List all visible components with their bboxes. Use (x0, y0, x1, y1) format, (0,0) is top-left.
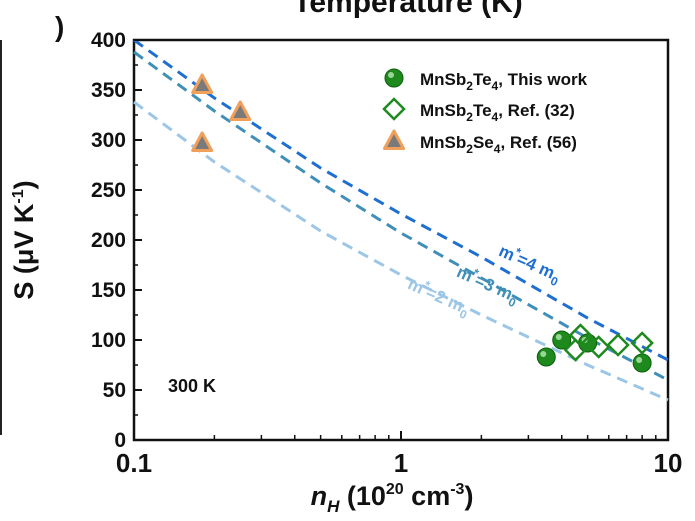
y-tick-label: 50 (103, 379, 126, 402)
curve-label-star: * (471, 266, 481, 281)
legend-label-part: Te (473, 101, 492, 120)
top-caption: Temperature (K) (293, 0, 522, 19)
y-tick-label: 350 (91, 79, 126, 102)
data-point (632, 353, 652, 373)
legend-label-sub: 4 (494, 142, 501, 156)
data-point (563, 338, 588, 362)
legend-label-part: , Ref. (32) (498, 101, 575, 120)
legend-label-part: , This work (498, 70, 587, 89)
legend-label-part: MnSb (420, 70, 466, 89)
legend-label-sub: 4 (492, 110, 499, 124)
legend-label-sub: 2 (466, 79, 473, 93)
circle-marker-body (536, 347, 556, 367)
circle-marker-highlight (555, 334, 562, 340)
legend-label-part: Se (473, 133, 494, 152)
x-axis-title: nH (1020 cm-3) (311, 481, 474, 516)
data-point (229, 100, 252, 121)
data-point (630, 331, 654, 355)
x-axis-title-end: ) (464, 481, 473, 511)
y-axis-title-end: ) (9, 180, 39, 189)
circle-marker-highlight (540, 351, 547, 357)
model-curve-line (133, 50, 669, 382)
curve-label-star: * (422, 278, 432, 293)
y-tick-label: 0 (114, 429, 126, 452)
x-tick-label: 0.1 (116, 448, 152, 478)
legend-label-part: Te (473, 70, 492, 89)
x-axis-title-sub: H (327, 497, 340, 516)
legend-label: MnSb2Te4, This work (420, 70, 588, 93)
legend-label-part: MnSb (420, 133, 466, 152)
y-axis-title-main: S (μV K (9, 203, 39, 300)
x-axis-title-sup1: 20 (386, 481, 404, 498)
legend-label-sub: 2 (466, 110, 473, 124)
legend-marker (383, 129, 405, 150)
y-tick-label: 300 (91, 129, 126, 152)
data-point (536, 347, 556, 367)
x-axis-title-main: n (311, 481, 328, 511)
curve-label-m: m (454, 262, 476, 286)
axis-ticks: 0 50 100 150 200 250 300 350 400 0.1 1 10 (91, 29, 683, 478)
legend-label-sub: 4 (492, 79, 499, 93)
x-axis-title-sup2: -3 (450, 481, 464, 498)
legend-marker (384, 68, 404, 88)
legend-label-sub: 2 (466, 142, 473, 156)
panel-marker: ) (55, 11, 64, 42)
legend-label: MnSb2Se4, Ref. (56) (420, 133, 577, 156)
curve-label-m: m (405, 274, 427, 298)
circle-marker-body (632, 353, 652, 373)
y-tick-label: 250 (91, 179, 126, 202)
curve-label-m: m (496, 241, 518, 265)
y-tick-label: 100 (91, 329, 126, 352)
data-point (606, 333, 630, 357)
y-tick-label: 150 (91, 279, 126, 302)
x-tick-label: 1 (394, 448, 408, 478)
data-points (191, 73, 654, 373)
y-tick-label: 200 (91, 229, 126, 252)
y-axis-title-sup: -1 (10, 189, 27, 203)
legend-label-part: MnSb (420, 101, 466, 120)
data-point (552, 330, 572, 350)
y-tick-label: 400 (91, 29, 126, 52)
data-point (191, 73, 214, 94)
circle-marker-body (384, 68, 404, 88)
model-curve-line (133, 38, 669, 362)
data-point (586, 335, 611, 359)
legend-marker (382, 97, 406, 121)
curve-label-star: * (513, 245, 523, 260)
legend-label: MnSb2Te4, Ref. (32) (420, 101, 575, 124)
circle-marker-highlight (388, 72, 394, 78)
x-axis-title-mid: cm (404, 481, 451, 511)
data-point (568, 323, 593, 347)
circle-marker-highlight (636, 357, 643, 363)
legend-label-part: , Ref. (56) (500, 133, 577, 152)
x-tick-label: 10 (654, 448, 683, 478)
x-axis-title-rest: (10 (339, 481, 386, 511)
data-point (191, 131, 214, 152)
model-curve-line (133, 100, 669, 402)
temperature-annotation: 300 K (168, 376, 216, 396)
y-axis-title: S (μV K-1) (9, 180, 39, 299)
